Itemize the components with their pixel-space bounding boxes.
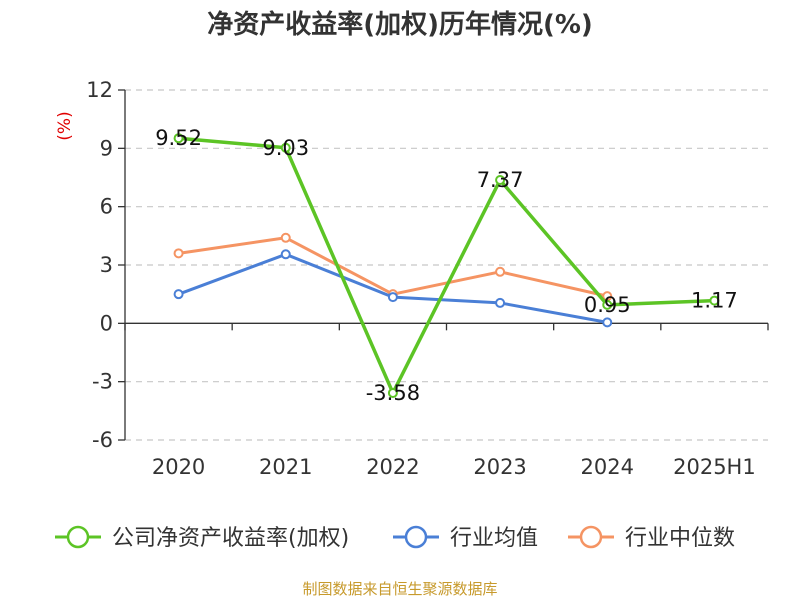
data-point (495, 297, 506, 308)
legend-label: 公司净资产收益率(加权) (112, 526, 349, 551)
y-tick-label: -3 (92, 370, 113, 394)
legend-label: 行业均值 (450, 526, 538, 551)
data-label: 1.17 (691, 289, 738, 313)
data-label: 9.52 (155, 126, 202, 150)
data-point (387, 292, 398, 303)
y-tick-label: 12 (86, 78, 113, 102)
data-label: 9.03 (262, 136, 309, 160)
x-tick-label: 2020 (152, 455, 205, 479)
data-point (387, 387, 398, 398)
y-tick-label: 3 (100, 253, 113, 277)
data-label: -3.58 (366, 381, 420, 405)
data-point (602, 317, 613, 328)
x-tick-label: 2022 (366, 455, 419, 479)
source-note: 制图数据来自恒生聚源数据库 (302, 580, 498, 598)
legend-swatch-marker (579, 525, 603, 549)
y-tick-label: 0 (100, 311, 113, 335)
x-tick-label: 2021 (259, 455, 312, 479)
legend-swatch-marker (66, 525, 90, 549)
series-line-0 (178, 136, 715, 395)
y-tick-label: -6 (92, 428, 113, 452)
data-label: 7.37 (477, 168, 524, 192)
x-tick-label: 2023 (473, 455, 526, 479)
chart-title: 净资产收益率(加权)历年情况(%) (207, 10, 593, 40)
y-tick-label: 6 (100, 195, 113, 219)
data-point (173, 289, 184, 300)
data-point (280, 232, 291, 243)
data-point (602, 299, 613, 310)
data-point (280, 249, 291, 260)
legend-label: 行业中位数 (625, 526, 735, 551)
data-point (709, 295, 720, 306)
legend-swatch-marker (404, 525, 428, 549)
data-point (173, 248, 184, 259)
data-point (173, 133, 184, 144)
x-tick-label: 2024 (581, 455, 634, 479)
y-tick-label: 9 (100, 136, 113, 160)
series-line-2 (178, 236, 608, 298)
data-label: 0.95 (584, 293, 631, 317)
data-point (495, 266, 506, 277)
y-unit-label: (%) (55, 111, 75, 140)
x-tick-label: 2025H1 (673, 455, 756, 479)
data-point (495, 175, 506, 186)
data-point (280, 142, 291, 153)
